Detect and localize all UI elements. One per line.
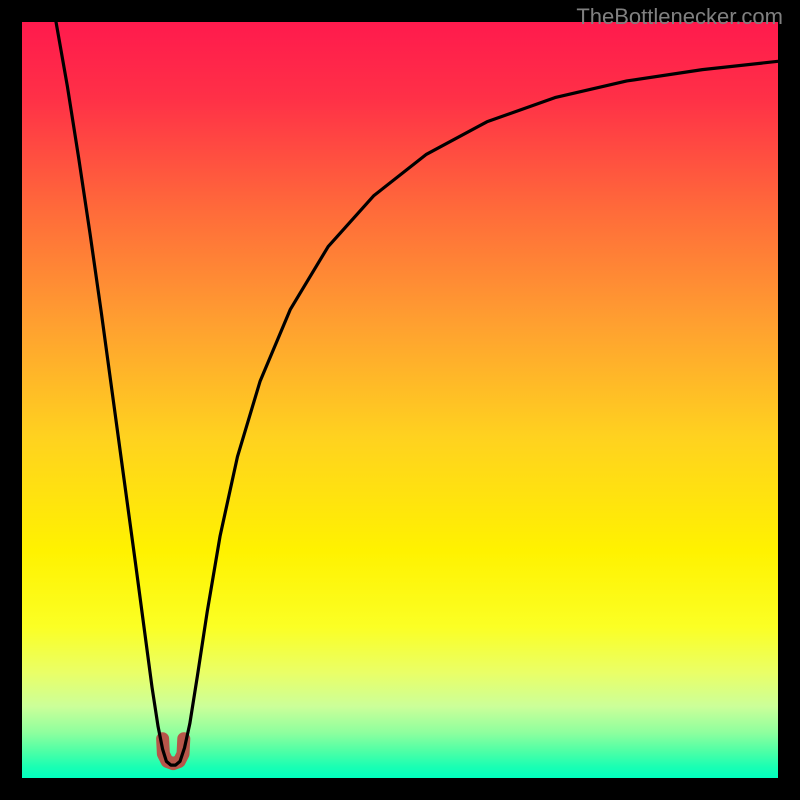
- chart-svg: [22, 22, 778, 778]
- plot-area: [22, 22, 778, 778]
- gradient-background: [22, 22, 778, 778]
- watermark-text: TheBottlenecker.com: [576, 4, 783, 30]
